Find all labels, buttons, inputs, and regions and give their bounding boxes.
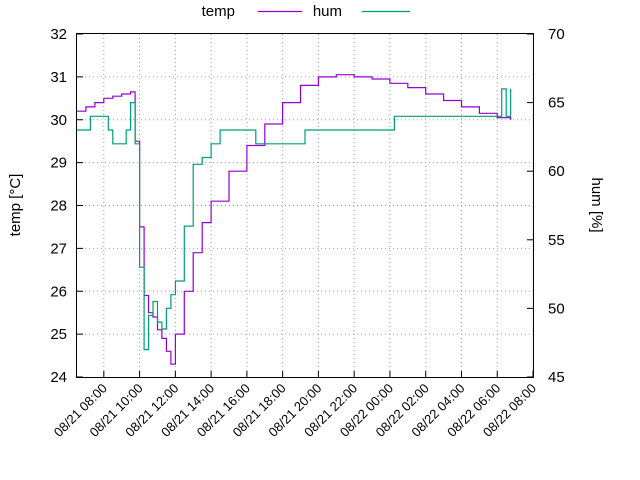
y2-tick-label: 60	[548, 163, 565, 180]
legend-label-hum: hum	[313, 3, 342, 20]
series-line-temp	[77, 74, 512, 365]
y-tick-label: 30	[50, 112, 67, 129]
series-layer	[77, 74, 512, 365]
plot-frame	[76, 33, 534, 378]
right-axis-title: hum [%]	[588, 177, 605, 232]
left-axis-title: temp [°C]	[7, 174, 24, 237]
left-y-axis: 24 25 26 27 28 29 30 31 32	[50, 26, 83, 386]
y2-tick-label: 55	[548, 232, 565, 249]
y-tick-label: 26	[50, 283, 67, 300]
y2-tick-label: 65	[548, 95, 565, 112]
legend-label-temp: temp	[202, 3, 235, 20]
y-tick-label: 25	[50, 326, 67, 343]
y-tick-label: 31	[50, 69, 67, 86]
y-tick-label: 28	[50, 198, 67, 215]
grid	[77, 34, 534, 377]
y-tick-label: 32	[50, 26, 67, 43]
legend: temp hum	[202, 3, 410, 20]
y2-tick-label: 45	[548, 369, 565, 386]
y-tick-label: 27	[50, 240, 67, 257]
series-line-hum	[77, 88, 512, 351]
right-y-axis: 45 50 55 60 65 70	[527, 26, 565, 386]
y-tick-label: 24	[50, 369, 67, 386]
y2-tick-label: 70	[548, 26, 565, 43]
y2-tick-label: 50	[548, 300, 565, 317]
y-tick-label: 29	[50, 155, 67, 172]
